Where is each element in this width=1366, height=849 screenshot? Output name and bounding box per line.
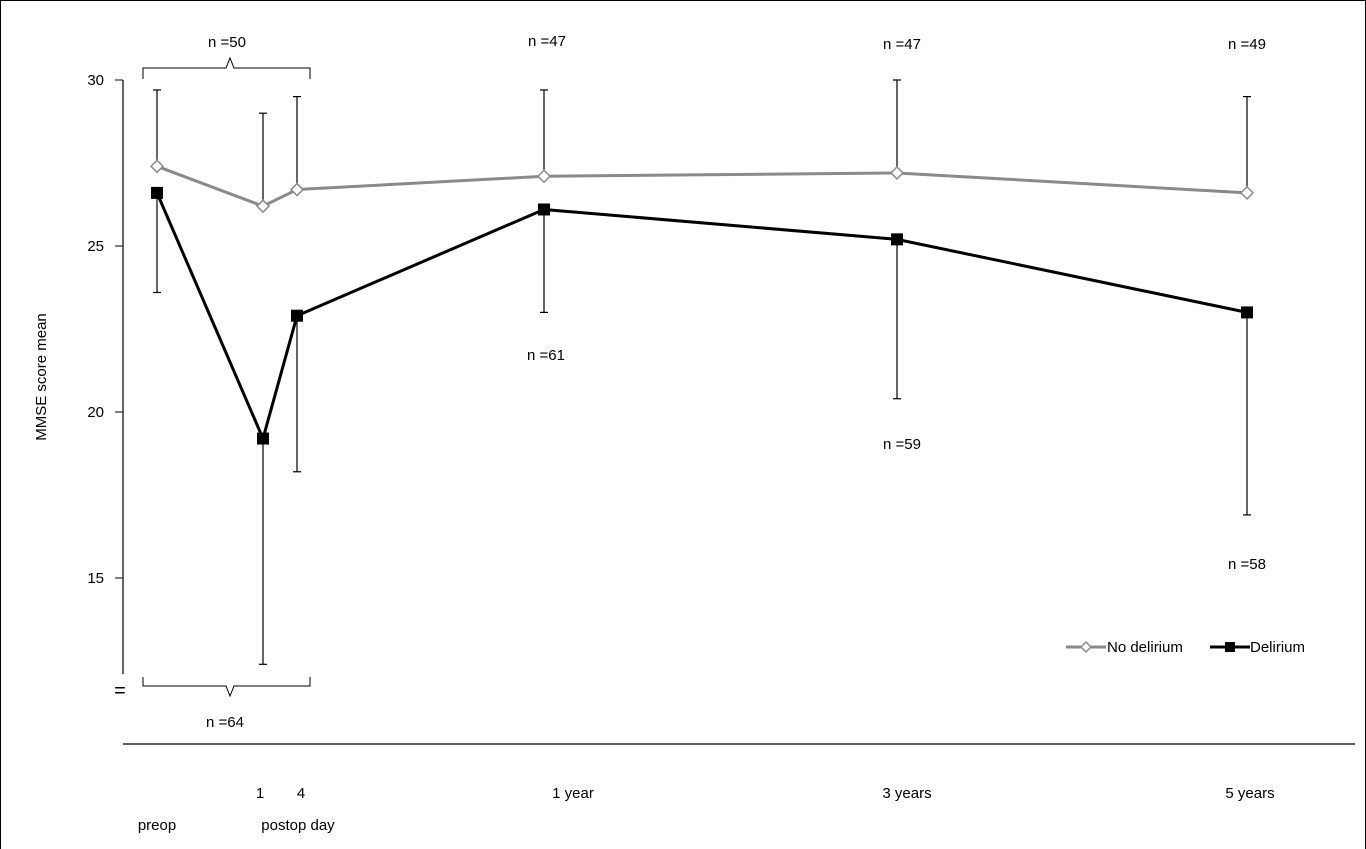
y-tick-label: 30 (87, 72, 104, 89)
x-tick-label: 1 year (552, 785, 594, 802)
bracket-bottom (142, 677, 311, 698)
y-axis-title: MMSE score mean (33, 313, 50, 441)
data-point-delirium (151, 186, 163, 199)
legend-item-no-delirium: No delirium (1066, 639, 1183, 656)
data-point-no-delirium (889, 165, 905, 181)
y-tick-label: 15 (87, 570, 104, 587)
legend-item-delirium: Delirium (1210, 639, 1305, 656)
x-tick-label: preop (138, 817, 176, 834)
legend: No delirium Delirium (1066, 639, 1305, 656)
n-label: n =58 (1228, 556, 1266, 573)
y-axis-break-mark: = (114, 680, 126, 702)
data-point-no-delirium (536, 169, 552, 184)
data-point-no-delirium (149, 159, 165, 174)
y-tick-label: 20 (87, 404, 104, 421)
n-label: n =50 (208, 34, 246, 51)
n-label: n =49 (1228, 36, 1266, 53)
x-group-label: postop day (261, 817, 335, 834)
filled-square-icon (1225, 642, 1235, 652)
data-point-no-delirium (289, 182, 305, 197)
x-tick-label: 5 years (1225, 785, 1274, 802)
data-point-no-delirium (255, 199, 271, 214)
n-annotations: n =50 n =47 n =47 n =49 n =64 n =61 n =5… (206, 33, 1266, 731)
data-point-delirium (291, 309, 303, 322)
series-line-no-delirium (156, 164, 1248, 208)
x-tick-label: 3 years (882, 785, 931, 802)
legend-label: No delirium (1107, 639, 1183, 656)
x-tick-label: 4 (297, 785, 305, 802)
n-label: n =47 (883, 36, 921, 53)
data-point-delirium (538, 203, 550, 216)
data-point-delirium (1241, 306, 1253, 319)
n-label: n =61 (527, 347, 565, 364)
x-tick-labels: preop 1 4 1 year 3 years 5 years (138, 785, 1275, 834)
series-line-delirium (155, 192, 1248, 441)
data-point-delirium (891, 233, 903, 246)
n-label: n =64 (206, 714, 244, 731)
bracket-top (142, 56, 311, 79)
n-label: n =47 (528, 33, 566, 50)
legend-label: Delirium (1250, 639, 1305, 656)
open-diamond-icon (1079, 640, 1093, 654)
data-point-delirium (257, 432, 269, 445)
plot-area (149, 79, 1255, 665)
n-label: n =59 (883, 436, 921, 453)
x-tick-label: 1 (256, 785, 264, 802)
data-point-no-delirium (1239, 185, 1255, 200)
y-ticks: 15 20 25 30 (87, 72, 123, 587)
y-tick-label: 25 (87, 238, 104, 255)
